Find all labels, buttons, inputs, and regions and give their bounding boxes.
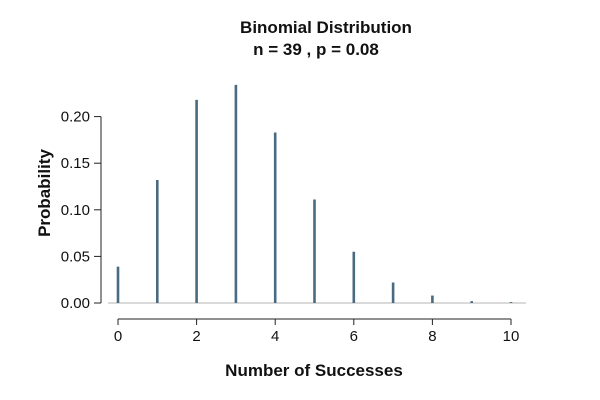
x-tick-label: 6	[350, 328, 358, 345]
x-tick-label: 10	[503, 328, 520, 345]
y-tick-label: 0.15	[61, 155, 90, 172]
y-tick-label: 0.10	[61, 202, 90, 219]
x-tick-label: 4	[271, 328, 279, 345]
bars-group	[116, 84, 513, 303]
y-tick-label: 0.20	[61, 109, 90, 126]
x-axis: 0 2 4 6 8 10	[114, 318, 520, 345]
y-tick-label: 0.00	[61, 295, 90, 312]
x-axis-label: Number of Successes	[225, 361, 403, 380]
y-axis-label: Probability	[35, 149, 54, 237]
chart-subtitle: n = 39 , p = 0.08	[253, 40, 379, 59]
x-tick-label: 0	[114, 328, 122, 345]
y-axis: 0.00 0.05 0.10 0.15 0.20	[61, 109, 102, 312]
y-tick-label: 0.05	[61, 248, 90, 265]
x-tick-label: 8	[428, 328, 436, 345]
chart-title: Binomial Distribution	[240, 18, 412, 37]
x-tick-label: 2	[192, 328, 200, 345]
